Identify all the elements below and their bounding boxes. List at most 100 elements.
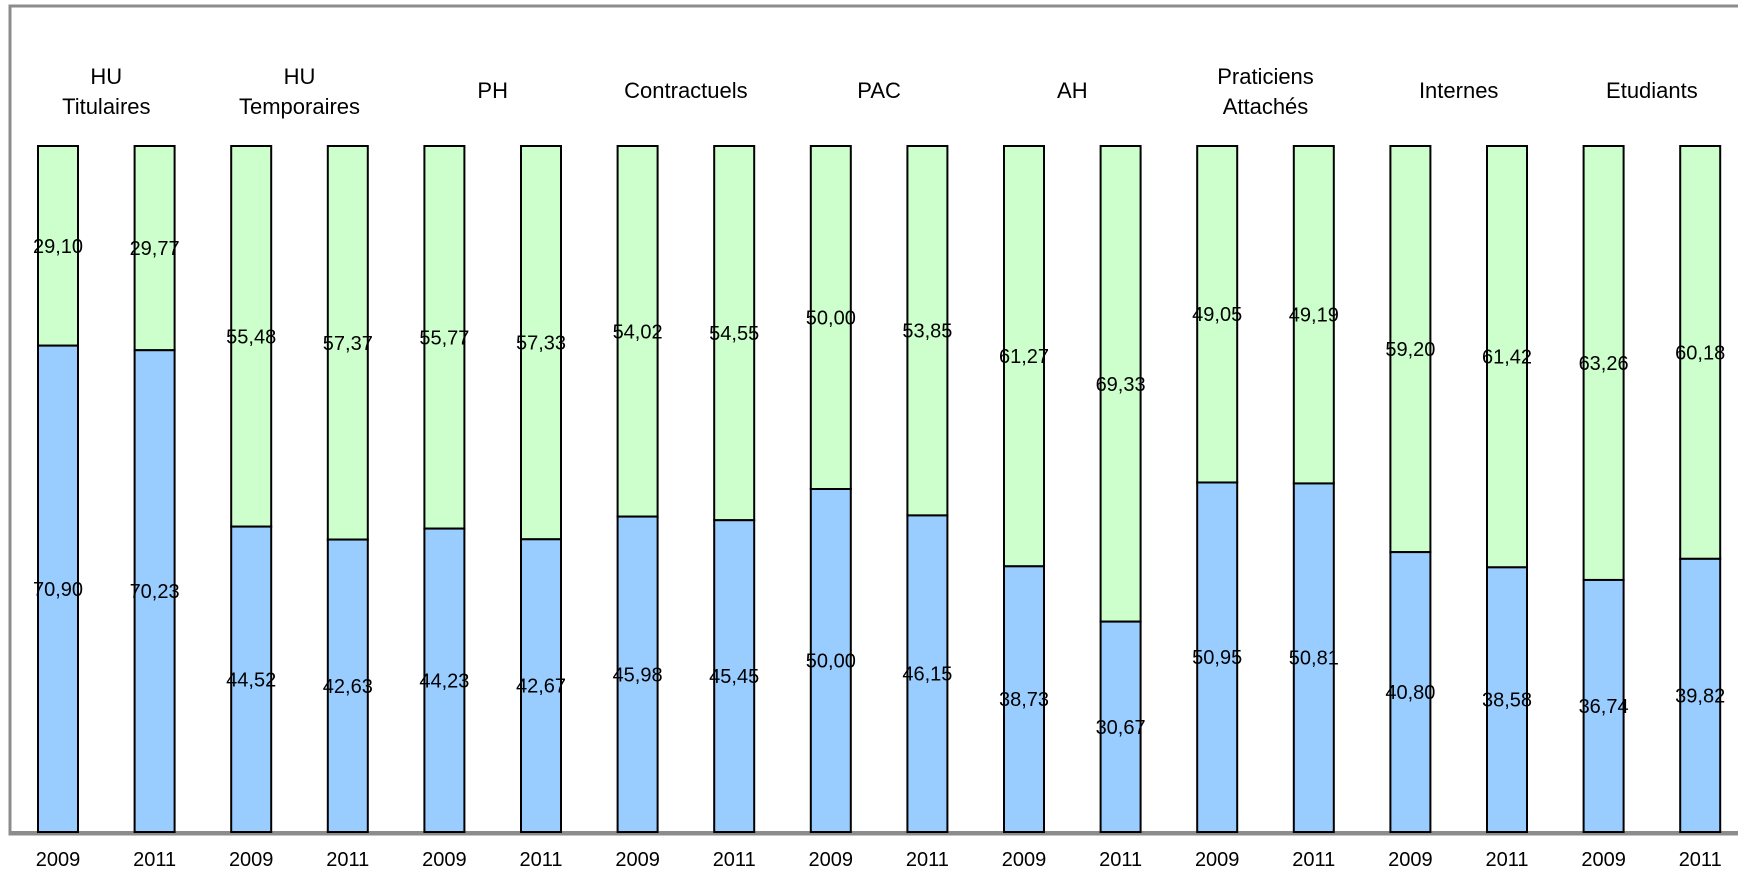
value-label-upper-6-0: 49,05 — [1192, 304, 1242, 326]
bar-lower-1-0 — [230, 525, 273, 833]
year-label-4-1: 2011 — [906, 849, 949, 871]
year-label-5-1: 2011 — [1099, 849, 1142, 871]
year-label-1-1: 2011 — [326, 849, 369, 871]
group-label-1-line-0: HU — [284, 64, 316, 89]
value-label-upper-0-0: 29,10 — [33, 236, 83, 258]
year-label-7-1: 2011 — [1485, 849, 1528, 871]
value-label-upper-0-1: 29,77 — [130, 238, 180, 260]
year-label-6-0: 2009 — [1195, 849, 1240, 871]
bar-upper-7-1 — [1486, 145, 1528, 569]
value-label-lower-1-1: 42,63 — [323, 676, 373, 698]
value-label-upper-2-0: 55,77 — [419, 327, 469, 349]
year-label-3-0: 2009 — [615, 849, 660, 871]
group-label-6-line-0: Praticiens — [1217, 64, 1314, 89]
bars-layer — [37, 145, 1722, 834]
bar-lower-5-1 — [1099, 620, 1142, 834]
year-label-8-1: 2011 — [1679, 849, 1722, 871]
bar-lower-4-0 — [809, 488, 852, 833]
labels-layer: HU Titulaires 29,10 70,90 2009 29,77 70,23 2011… — [33, 64, 1725, 871]
bar-lower-0-1 — [133, 349, 176, 833]
value-label-upper-6-1: 49,19 — [1289, 305, 1339, 327]
bar-upper-0-0 — [37, 145, 79, 347]
bar-lower-1-1 — [326, 538, 369, 834]
value-label-upper-1-0: 55,48 — [226, 326, 276, 348]
value-label-lower-6-0: 50,95 — [1192, 647, 1242, 669]
value-label-lower-7-1: 38,58 — [1482, 690, 1532, 712]
value-label-upper-4-0: 50,00 — [806, 308, 856, 330]
value-label-lower-1-0: 44,52 — [226, 669, 276, 691]
bar-upper-2-1 — [520, 145, 562, 541]
bar-lower-3-1 — [713, 519, 756, 833]
bar-upper-3-1 — [713, 145, 756, 522]
bar-upper-3-0 — [616, 145, 659, 518]
bar-lower-3-0 — [616, 515, 659, 833]
value-label-upper-7-0: 59,20 — [1385, 339, 1435, 361]
value-label-lower-4-0: 50,00 — [806, 651, 856, 673]
bar-upper-6-1 — [1292, 145, 1335, 485]
group-label-4-line-0: PAC — [857, 78, 901, 103]
value-label-lower-3-0: 45,98 — [613, 664, 663, 686]
bar-lower-8-1 — [1679, 557, 1722, 833]
year-label-0-0: 2009 — [36, 849, 81, 871]
bar-lower-8-0 — [1582, 578, 1625, 834]
group-label-1-line-1: Temporaires — [239, 94, 360, 119]
bar-upper-2-0 — [423, 145, 466, 530]
value-label-lower-8-0: 36,74 — [1579, 696, 1629, 718]
bar-lower-2-0 — [423, 527, 466, 833]
year-label-5-0: 2009 — [1002, 849, 1047, 871]
plot-area — [8, 4, 1738, 836]
bar-lower-6-1 — [1292, 482, 1335, 833]
group-label-2-line-0: PH — [477, 78, 508, 103]
group-label-0-line-0: HU — [90, 64, 122, 89]
bar-upper-5-0 — [1003, 145, 1045, 568]
group-label-7-line-0: Internes — [1419, 78, 1499, 103]
value-label-lower-4-1: 46,15 — [902, 664, 952, 686]
value-label-upper-5-0: 61,27 — [999, 346, 1049, 368]
bar-upper-6-0 — [1196, 145, 1239, 484]
bar-upper-7-0 — [1389, 145, 1432, 554]
bar-upper-0-1 — [133, 145, 176, 352]
value-label-lower-0-0: 70,90 — [33, 579, 83, 601]
value-label-upper-7-1: 61,42 — [1482, 347, 1532, 369]
year-label-2-0: 2009 — [422, 849, 467, 871]
value-label-lower-2-0: 44,23 — [419, 670, 469, 692]
year-label-8-0: 2009 — [1581, 849, 1626, 871]
bar-lower-2-1 — [520, 538, 562, 833]
value-label-upper-5-1: 69,33 — [1096, 374, 1146, 396]
value-label-upper-4-1: 53,85 — [902, 321, 952, 343]
value-label-lower-3-1: 45,45 — [709, 666, 759, 688]
value-label-lower-6-1: 50,81 — [1289, 648, 1339, 670]
group-label-8-line-0: Etudiants — [1606, 78, 1698, 103]
value-label-upper-8-1: 60,18 — [1675, 342, 1725, 364]
group-label-0-line-1: Titulaires — [62, 94, 150, 119]
bar-lower-7-0 — [1389, 551, 1432, 833]
bar-lower-5-0 — [1003, 565, 1045, 833]
value-label-lower-8-1: 39,82 — [1675, 685, 1725, 707]
year-label-3-1: 2011 — [713, 849, 756, 871]
value-label-upper-3-1: 54,55 — [709, 323, 759, 345]
year-label-0-1: 2011 — [133, 849, 176, 871]
bar-upper-4-1 — [906, 145, 949, 517]
year-label-2-1: 2011 — [519, 849, 562, 871]
year-label-6-1: 2011 — [1292, 849, 1335, 871]
group-label-5-line-0: AH — [1057, 78, 1088, 103]
value-label-lower-5-1: 30,67 — [1096, 717, 1146, 739]
bar-upper-4-0 — [809, 145, 852, 490]
bar-lower-7-1 — [1486, 566, 1528, 833]
value-label-lower-5-0: 38,73 — [999, 689, 1049, 711]
value-label-upper-1-1: 57,37 — [323, 333, 373, 355]
group-label-3-line-0: Contractuels — [624, 78, 748, 103]
bar-lower-0-0 — [37, 344, 79, 833]
year-label-4-0: 2009 — [809, 849, 854, 871]
bar-lower-4-1 — [906, 514, 949, 833]
value-label-upper-2-1: 57,33 — [516, 333, 566, 355]
bar-upper-1-0 — [230, 145, 273, 528]
value-label-lower-7-0: 40,80 — [1385, 682, 1435, 704]
year-label-1-0: 2009 — [229, 849, 274, 871]
value-label-lower-0-1: 70,23 — [130, 581, 180, 603]
value-label-lower-2-1: 42,67 — [516, 676, 566, 698]
value-label-upper-3-0: 54,02 — [613, 321, 663, 343]
value-label-upper-8-0: 63,26 — [1579, 353, 1629, 375]
